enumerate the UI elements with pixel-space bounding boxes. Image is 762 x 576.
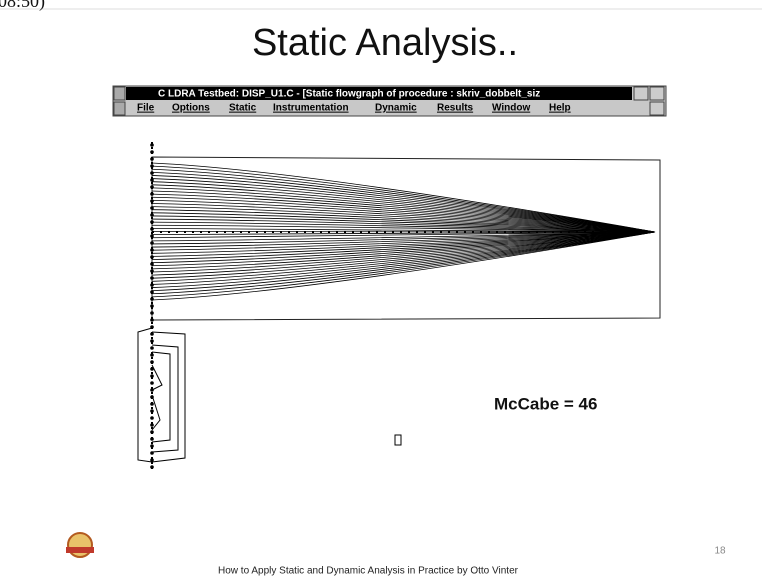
flow-node — [150, 311, 154, 315]
minimize-button[interactable] — [634, 87, 648, 100]
flow-node — [150, 360, 154, 364]
restore-button[interactable] — [650, 102, 664, 115]
flow-edge — [152, 232, 655, 233]
menu-item[interactable]: Help — [549, 103, 571, 114]
flow-node — [150, 451, 154, 455]
flow-node — [150, 150, 154, 154]
flow-node — [150, 262, 154, 266]
flow-node — [150, 283, 154, 287]
menu-item[interactable]: Results — [437, 103, 474, 114]
logo — [66, 533, 94, 557]
flow-node — [150, 199, 154, 203]
flow-node — [150, 416, 154, 420]
flow-node — [150, 402, 154, 406]
flow-node — [150, 325, 154, 329]
flow-node — [150, 248, 154, 252]
flow-node — [150, 213, 154, 217]
slide: 08:50) Static Analysis.. C LDRA Testbed:… — [0, 0, 762, 576]
flow-node — [150, 241, 154, 245]
flow-node — [150, 290, 154, 294]
flow-node — [150, 346, 154, 350]
flow-node — [150, 353, 154, 357]
slide-title: Static Analysis.. — [252, 22, 518, 64]
flow-node — [150, 206, 154, 210]
clock-fragment: 08:50) — [0, 0, 45, 12]
menu-item[interactable]: Window — [492, 103, 530, 114]
page: 08:50) Static Analysis.. C LDRA Testbed:… — [0, 0, 762, 576]
flow-node — [150, 367, 154, 371]
menu-item[interactable]: File — [137, 103, 155, 114]
flow-node — [150, 297, 154, 301]
page-number: 18 — [714, 546, 726, 557]
flow-node — [150, 157, 154, 161]
flow-node — [150, 339, 154, 343]
flow-node — [150, 381, 154, 385]
flow-node — [150, 423, 154, 427]
flow-node — [150, 437, 154, 441]
menu-item[interactable]: Static — [229, 103, 257, 114]
flow-node — [150, 409, 154, 413]
menu-item[interactable]: Options — [172, 103, 210, 114]
flow-node — [150, 388, 154, 392]
flow-node — [150, 192, 154, 196]
system-button[interactable] — [114, 87, 125, 100]
flow-node — [150, 220, 154, 224]
app-window: C LDRA Testbed: DISP_U1.C - [Static flow… — [113, 86, 666, 116]
flow-node — [150, 318, 154, 322]
flow-node — [150, 332, 154, 336]
flow-node — [150, 458, 154, 462]
flow-node — [150, 465, 154, 469]
flow-node — [150, 269, 154, 273]
flow-node — [150, 227, 154, 231]
flow-node — [150, 444, 154, 448]
flow-node — [150, 395, 154, 399]
menu-item[interactable]: Dynamic — [375, 103, 417, 114]
flow-node — [150, 234, 154, 238]
flow-node — [150, 178, 154, 182]
flow-node — [150, 374, 154, 378]
menu-item[interactable]: Instrumentation — [273, 103, 349, 114]
flow-node — [150, 276, 154, 280]
flow-node — [150, 430, 154, 434]
maximize-button[interactable] — [650, 87, 664, 100]
flow-node — [150, 185, 154, 189]
flow-node — [150, 143, 154, 147]
doc-system-button[interactable] — [114, 102, 125, 115]
flow-node — [150, 304, 154, 308]
flow-node — [150, 171, 154, 175]
flow-node — [150, 164, 154, 168]
mccabe-metric: McCabe = 46 — [494, 394, 597, 413]
flow-node — [150, 255, 154, 259]
footer: How to Apply Static and Dynamic Analysis… — [218, 566, 519, 576]
window-title: C LDRA Testbed: DISP_U1.C - [Static flow… — [158, 89, 540, 100]
